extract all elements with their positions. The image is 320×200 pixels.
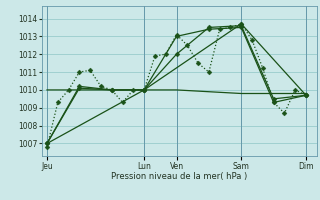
X-axis label: Pression niveau de la mer( hPa ): Pression niveau de la mer( hPa ) — [111, 172, 247, 181]
